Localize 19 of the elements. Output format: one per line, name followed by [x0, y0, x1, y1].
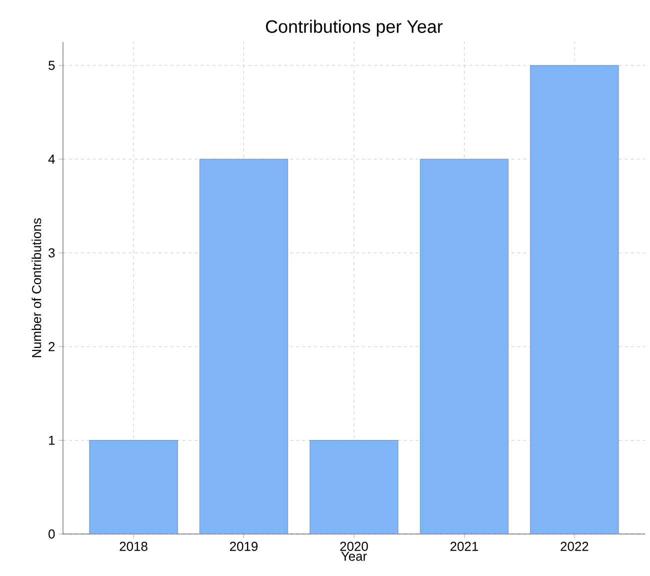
y-tick-label: 2	[48, 342, 55, 352]
y-axis-title: Number of Contributions	[32, 218, 42, 358]
x-axis-title: Year	[341, 552, 367, 561]
bar	[310, 440, 398, 534]
y-tick-label: 3	[48, 248, 55, 258]
y-tick-label: 4	[48, 154, 55, 164]
chart-title: Contributions per Year	[266, 20, 443, 36]
bar	[420, 158, 509, 534]
bar	[199, 158, 288, 534]
y-tick-label: 1	[49, 436, 55, 445]
y-tick-label: 5	[48, 60, 55, 70]
x-tick-label: 2022	[560, 542, 588, 551]
x-tick-label: 2020	[340, 542, 368, 551]
bar	[530, 65, 619, 534]
x-tick-label: 2018	[120, 542, 148, 551]
x-tick-label: 2019	[230, 542, 258, 551]
bar	[89, 440, 178, 534]
y-tick-label: 0	[48, 529, 55, 539]
x-tick-label: 2021	[450, 542, 478, 551]
